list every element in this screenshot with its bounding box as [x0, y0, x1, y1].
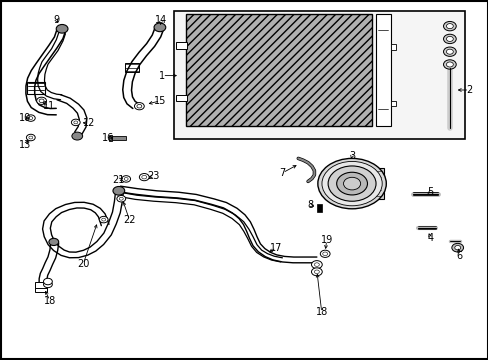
Bar — [173, 11, 464, 139]
Circle shape — [320, 250, 329, 257]
Circle shape — [102, 218, 105, 221]
Text: 15: 15 — [154, 96, 166, 106]
Circle shape — [443, 60, 455, 69]
Circle shape — [451, 243, 463, 252]
Circle shape — [446, 49, 452, 54]
Bar — [27, 82, 45, 94]
Circle shape — [72, 132, 82, 140]
Circle shape — [29, 117, 33, 120]
Circle shape — [122, 176, 130, 182]
Circle shape — [29, 136, 33, 139]
Text: 18: 18 — [43, 296, 56, 306]
Circle shape — [139, 174, 149, 181]
Text: 13: 13 — [19, 140, 32, 150]
Circle shape — [117, 195, 125, 202]
Bar — [111, 136, 126, 140]
Text: 19: 19 — [320, 235, 332, 246]
Bar — [35, 286, 47, 292]
Circle shape — [142, 175, 146, 179]
Circle shape — [327, 166, 375, 201]
Text: 2: 2 — [466, 85, 471, 95]
Circle shape — [446, 24, 452, 29]
Text: 4: 4 — [427, 233, 432, 243]
Circle shape — [71, 119, 80, 126]
Circle shape — [119, 197, 123, 200]
Bar — [390, 101, 395, 107]
Circle shape — [454, 246, 460, 250]
Bar — [375, 14, 390, 126]
Text: 22: 22 — [123, 215, 136, 225]
Circle shape — [124, 177, 128, 180]
Bar — [176, 95, 186, 102]
Bar — [35, 282, 47, 288]
Bar — [356, 168, 383, 199]
Text: 8: 8 — [307, 200, 313, 210]
Circle shape — [43, 278, 52, 285]
Circle shape — [317, 158, 386, 209]
Circle shape — [443, 34, 455, 44]
Text: 18: 18 — [315, 307, 327, 318]
Circle shape — [154, 23, 165, 32]
Text: 23: 23 — [146, 171, 159, 181]
Text: 5: 5 — [427, 186, 432, 197]
Circle shape — [99, 216, 108, 223]
Text: 6: 6 — [456, 251, 462, 261]
Text: 11: 11 — [42, 101, 55, 111]
Bar — [185, 14, 371, 126]
Text: 16: 16 — [101, 132, 114, 143]
Circle shape — [446, 36, 452, 41]
Bar — [316, 204, 321, 212]
Circle shape — [137, 104, 142, 108]
Circle shape — [321, 161, 382, 206]
Bar — [176, 42, 186, 49]
Bar — [390, 44, 395, 50]
Circle shape — [26, 115, 35, 121]
Text: 3: 3 — [348, 150, 354, 161]
Circle shape — [336, 172, 367, 195]
Circle shape — [56, 24, 68, 33]
Text: 17: 17 — [269, 243, 282, 253]
Text: 21: 21 — [112, 175, 124, 185]
Circle shape — [443, 22, 455, 31]
Circle shape — [311, 268, 322, 276]
Text: 7: 7 — [279, 168, 285, 178]
Text: 14: 14 — [155, 15, 167, 25]
Text: 1: 1 — [159, 71, 165, 81]
Circle shape — [74, 121, 78, 124]
Circle shape — [37, 97, 46, 104]
Circle shape — [443, 47, 455, 57]
Circle shape — [113, 186, 124, 195]
Text: 12: 12 — [83, 118, 96, 129]
Circle shape — [314, 270, 319, 274]
Circle shape — [39, 99, 44, 103]
Text: 20: 20 — [77, 259, 89, 269]
Circle shape — [134, 103, 144, 110]
Bar — [124, 63, 139, 72]
Circle shape — [314, 263, 319, 266]
Circle shape — [311, 261, 322, 269]
Circle shape — [322, 252, 327, 256]
Circle shape — [446, 62, 452, 67]
Circle shape — [343, 177, 360, 190]
Circle shape — [43, 281, 52, 288]
Text: 10: 10 — [19, 113, 32, 123]
Bar — [108, 135, 112, 141]
Text: 9: 9 — [53, 15, 59, 25]
Circle shape — [49, 238, 59, 246]
Circle shape — [26, 134, 35, 141]
